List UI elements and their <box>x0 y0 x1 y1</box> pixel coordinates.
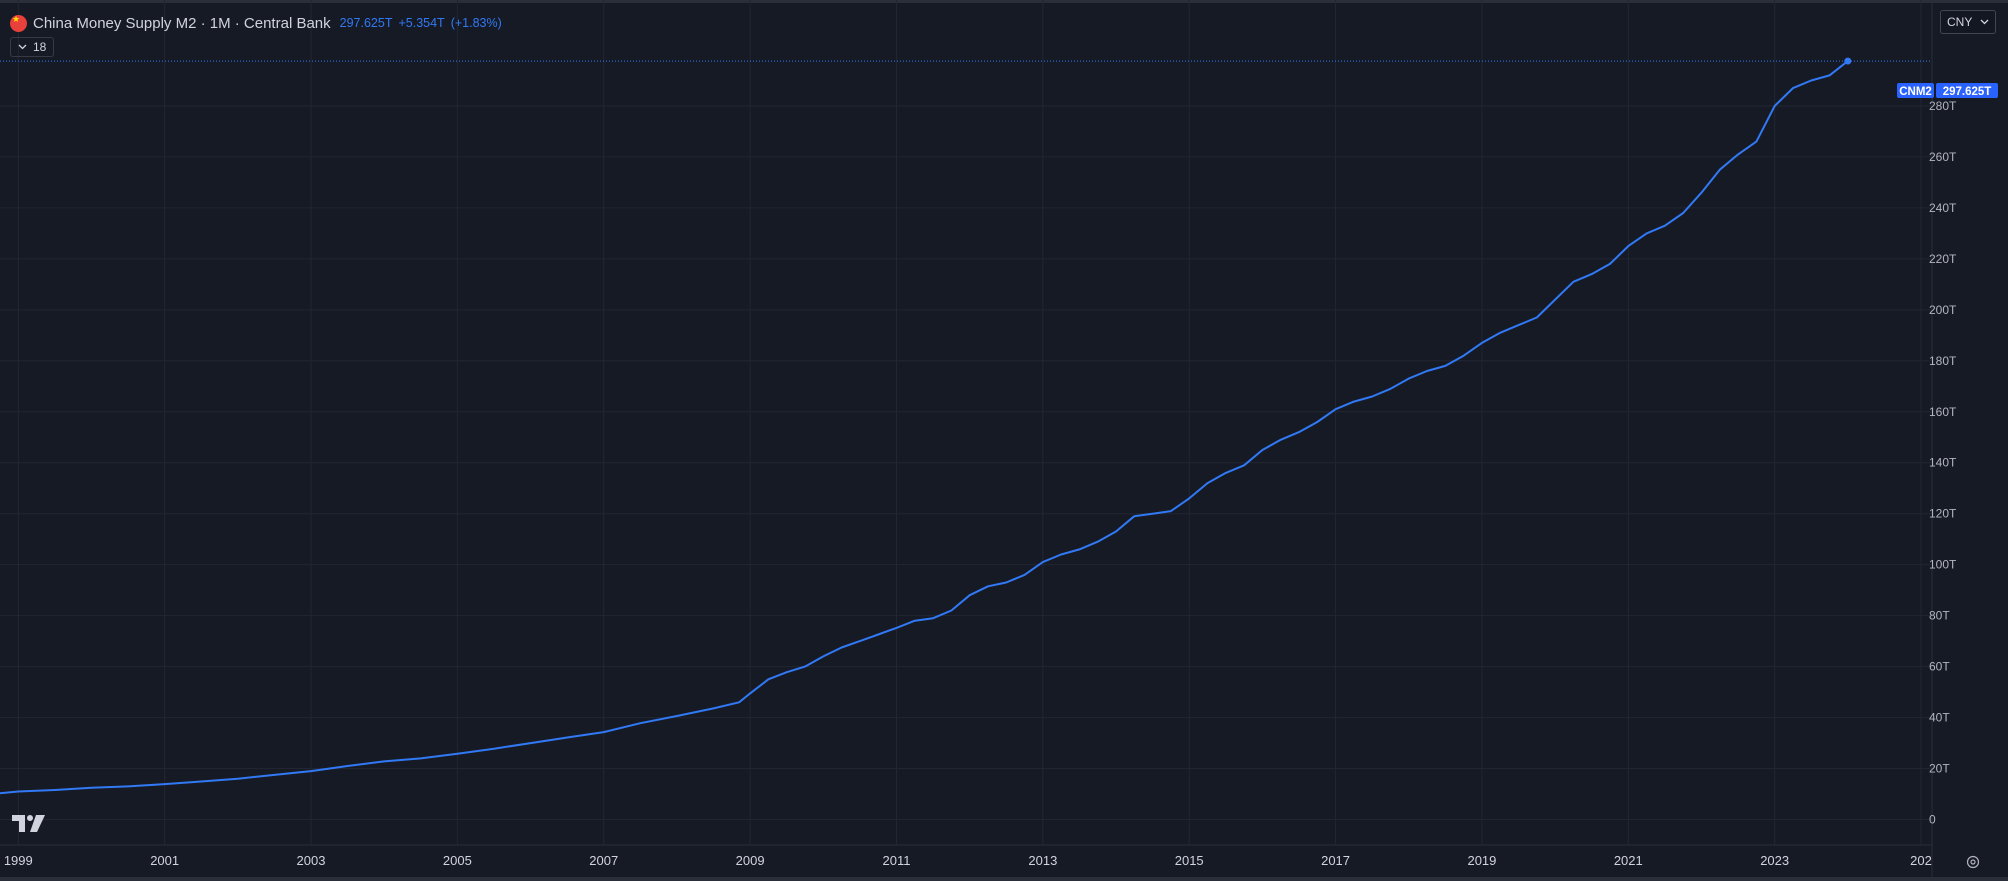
currency-label: CNY <box>1947 15 1973 29</box>
y-tick-label: 0 <box>1929 813 1936 827</box>
y-tick-label: 140T <box>1929 456 1957 470</box>
y-tick-label: 260T <box>1929 150 1957 164</box>
tradingview-logo-icon[interactable] <box>12 815 46 833</box>
y-tick-label: 60T <box>1929 660 1950 674</box>
x-tick-label: 2011 <box>882 853 910 868</box>
x-tick-label: 2015 <box>1175 853 1204 868</box>
y-tick-label: 20T <box>1929 762 1950 776</box>
series-layer <box>0 57 1932 795</box>
y-tick-label: 280T <box>1929 99 1957 113</box>
price-label-layer: CNM2 297.625T <box>1897 83 1998 98</box>
settings-icon[interactable] <box>1966 855 1980 869</box>
x-tick-label: 2001 <box>150 853 179 868</box>
legend-header: China Money Supply M2 · 1M · Central Ban… <box>10 12 508 34</box>
y-tick-label: 200T <box>1929 303 1957 317</box>
chevron-down-icon <box>18 44 27 50</box>
chevron-down-icon <box>1980 19 1989 25</box>
grid <box>0 0 1933 881</box>
symbol-tag-bg <box>1897 83 1934 98</box>
price-tag-bg <box>1936 83 1998 98</box>
y-tick-label: 100T <box>1929 558 1957 572</box>
x-tick-label: 2003 <box>297 853 326 868</box>
change-percent: (+1.83%) <box>450 16 502 30</box>
x-tick-label: 2021 <box>1614 853 1643 868</box>
x-tick-label: 2005 <box>443 853 472 868</box>
y-tick-label: 40T <box>1929 711 1950 725</box>
x-tick-label: 2019 <box>1467 853 1496 868</box>
x-axis[interactable]: 1999 2001 2003 2005 2007 2009 2011 2013 2015 2017… <box>4 853 1932 868</box>
price-tag: 297.625T <box>1943 86 1992 98</box>
bottom-border <box>0 877 2008 881</box>
x-tick-label: 202 <box>1910 853 1932 868</box>
y-tick-label: 120T <box>1929 507 1957 521</box>
currency-selector[interactable]: CNY <box>1940 10 1996 34</box>
y-tick-label: 220T <box>1929 252 1957 266</box>
x-tick-label: 1999 <box>4 853 33 868</box>
x-tick-label: 2009 <box>736 853 765 868</box>
x-tick-label: 2007 <box>589 853 618 868</box>
y-tick-label: 80T <box>1929 609 1950 623</box>
china-flag-icon <box>10 14 27 32</box>
y-tick-label: 160T <box>1929 405 1957 419</box>
x-tick-label: 2023 <box>1760 853 1789 868</box>
last-value: 297.625T <box>339 16 393 30</box>
x-tick-label: 2013 <box>1028 853 1057 868</box>
collapse-count: 18 <box>33 40 47 54</box>
series-line-cnm2[interactable] <box>0 60 1849 795</box>
top-border <box>0 0 2008 3</box>
series-title[interactable]: China Money Supply M2 · 1M · Central Ban… <box>33 14 331 32</box>
y-tick-label: 240T <box>1929 201 1957 215</box>
last-point-marker <box>1844 57 1852 65</box>
collapse-legend-button[interactable]: 18 <box>10 37 55 57</box>
y-axis[interactable]: 0 20T 40T 60T 80T 100T 120T 140T 160T 180T 200T 220… <box>1929 99 1957 827</box>
y-tick-label: 180T <box>1929 354 1957 368</box>
change-value: +5.354T <box>398 16 445 30</box>
symbol-tag: CNM2 <box>1899 86 1932 98</box>
x-tick-label: 2017 <box>1321 853 1350 868</box>
